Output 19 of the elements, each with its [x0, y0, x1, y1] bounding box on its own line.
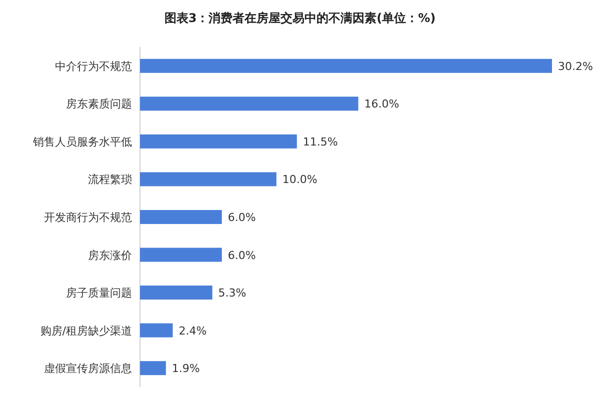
data-label: 6.0%	[228, 211, 256, 224]
data-label: 30.2%	[558, 60, 593, 73]
data-label: 6.0%	[228, 248, 256, 262]
category-label: 房东涨价	[88, 248, 132, 262]
category-label: 房子质量问题	[66, 286, 132, 300]
category-label: 开发商行为不规范	[44, 211, 132, 224]
category-label: 虚假宣传房源信息	[44, 362, 132, 376]
data-label: 5.3%	[218, 286, 246, 300]
category-label: 房东素质问题	[66, 98, 132, 111]
title: 图表3：消费者在房屋交易中的不满因素(单位：%)	[164, 11, 436, 25]
data-label: 16.0%	[364, 98, 400, 111]
data-label: 11.5%	[302, 135, 338, 148]
category-label: 销售人员服务水平低	[33, 135, 132, 148]
category-label: 购房/租房缺少渠道	[40, 324, 132, 338]
data-label: 1.9%	[172, 362, 200, 376]
data-label: 2.4%	[178, 324, 207, 338]
category-label: 流程繁琐	[88, 173, 132, 186]
data-label: 10.0%	[282, 173, 318, 186]
category-label: 中介行为不规范	[55, 60, 132, 73]
